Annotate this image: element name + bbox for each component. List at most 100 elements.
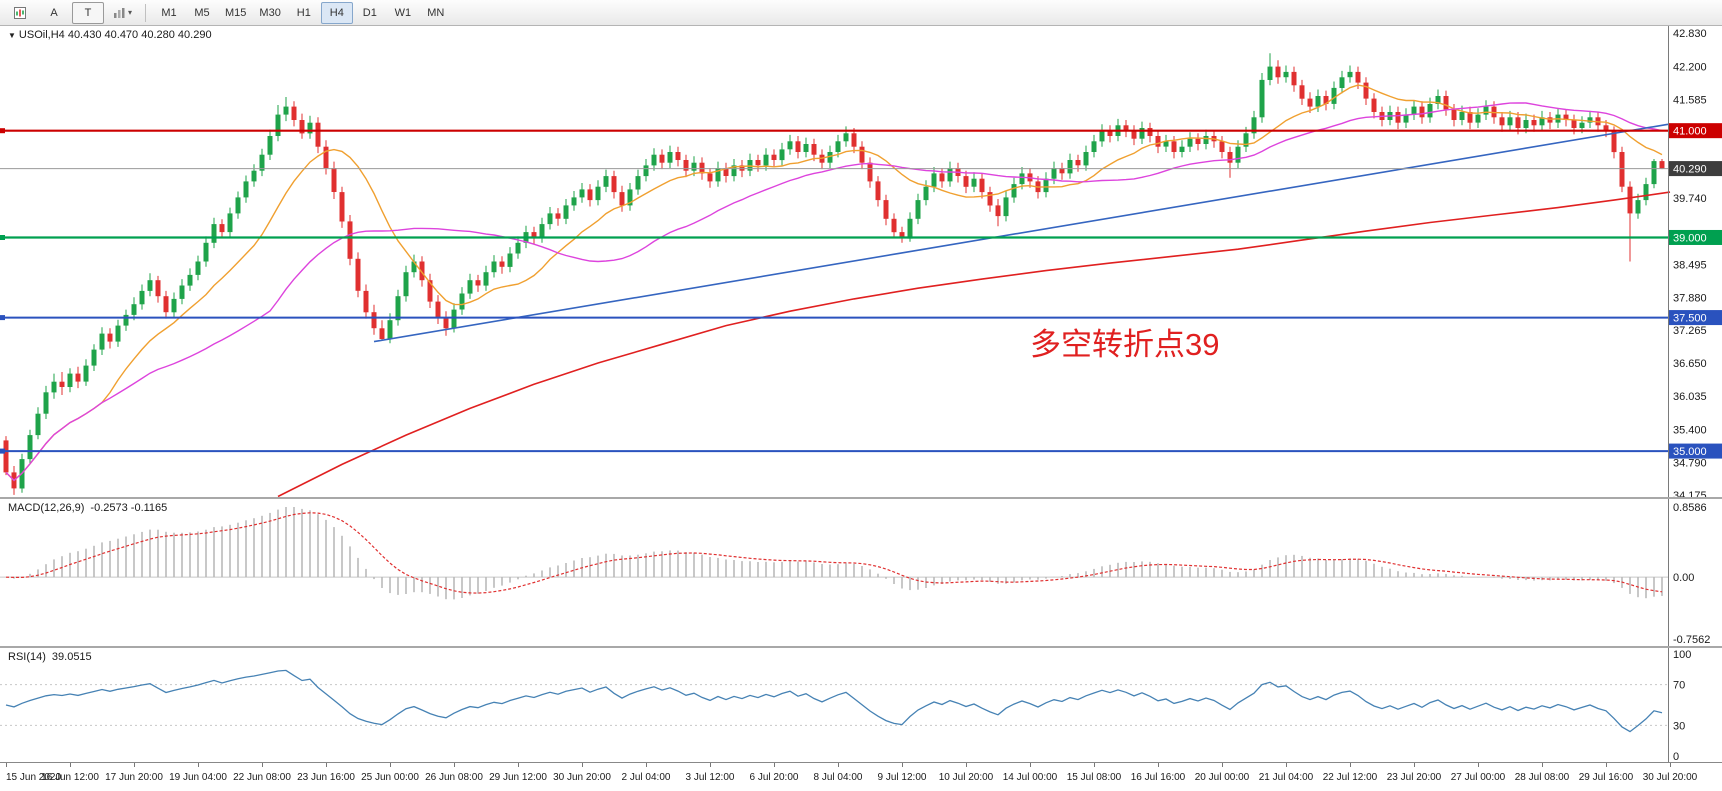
time-axis-tick [1670, 763, 1671, 767]
time-axis-tick [1222, 763, 1223, 767]
time-axis-label: 30 Jun 20:00 [553, 772, 611, 783]
hline-handle [0, 448, 5, 454]
hline-handle [0, 235, 5, 240]
time-axis-tick [198, 763, 199, 767]
timeframe-button-m5[interactable]: M5 [194, 6, 210, 19]
axis-price-badge [1669, 310, 1722, 326]
timeframe-button-m30[interactable]: M30 [259, 6, 281, 19]
axis-price-badge [1669, 161, 1722, 177]
time-axis-tick [838, 763, 839, 767]
time-axis-label: 16 Jun 12:00 [41, 772, 99, 783]
trendline [373, 123, 1669, 343]
macd-histogram [5, 507, 1663, 600]
timeframe-button-h1[interactable]: H1 [296, 6, 311, 19]
time-axis-tick [774, 763, 775, 767]
rsi-axis-label: 30 [1673, 720, 1685, 732]
rsi-canvas[interactable]: 100 70 30 0 [0, 648, 1722, 762]
fast-ma-line [5, 84, 1663, 482]
price-axis-label: 41.585 [1673, 94, 1707, 106]
macd-axis-label: 0.8586 [1673, 502, 1707, 514]
main-chart-canvas[interactable]: 多空转折点39 42.830 42.200 41.585 39.740 38.495 37.… [0, 26, 1722, 497]
macd-axis-label: 0.00 [1673, 572, 1694, 584]
chart-window-button[interactable] [4, 2, 36, 24]
time-axis-label: 3 Jul 12:00 [685, 772, 735, 783]
mid-ma-line [5, 102, 1663, 482]
timeframe-button-h4[interactable]: H4 [320, 1, 353, 24]
time-axis-label: 20 Jul 00:00 [1194, 772, 1250, 783]
time-axis-tick [1478, 763, 1479, 767]
svg-text:41.000: 41.000 [1673, 126, 1707, 138]
drawing-tools-button[interactable]: ▾ [106, 2, 138, 24]
annotation-text[interactable]: 多空转折点39 [1030, 327, 1219, 362]
price-axis-label: 38.495 [1673, 259, 1707, 271]
time-axis-label: 9 Jul 12:00 [877, 772, 927, 783]
macd-signal-line [5, 512, 1663, 594]
time-axis-tick [582, 763, 583, 767]
main-chart-panel: 多空转折点39 42.830 42.200 41.585 39.740 38.495 37.… [0, 26, 1722, 497]
time-axis[interactable]: 15 Jun 2020 16 Jun 12:00 17 Jun 20:00 19 Ju… [0, 762, 1722, 791]
time-axis-tick [70, 763, 71, 767]
rsi-line [5, 669, 1663, 733]
time-axis-label: 29 Jun 12:00 [489, 772, 547, 783]
time-axis-label: 15 Jun 2020 [6, 772, 62, 783]
time-axis-tick [1542, 763, 1543, 767]
time-axis-tick [646, 763, 647, 767]
toolbar-separator [145, 3, 147, 22]
panel-separator[interactable] [0, 646, 1722, 648]
time-axis-tick [710, 763, 711, 767]
price-axis-label: 42.830 [1673, 28, 1707, 40]
time-axis-label: 28 Jul 08:00 [1514, 772, 1570, 783]
time-axis-label: 23 Jul 20:00 [1386, 772, 1442, 783]
chart-window-icon [14, 6, 26, 19]
time-axis-tick [1350, 763, 1351, 767]
rsi-axis-label: 70 [1673, 680, 1685, 692]
time-axis-label: 10 Jul 20:00 [938, 772, 994, 783]
text-tool-t-button[interactable]: T [72, 1, 104, 24]
timeframe-button-m1[interactable]: M1 [161, 6, 177, 19]
time-axis-label: 19 Jun 04:00 [169, 772, 227, 783]
macd-axis-label: -0.7562 [1673, 634, 1710, 646]
price-axis-label: 42.200 [1673, 62, 1707, 74]
time-axis-label: 16 Jul 16:00 [1130, 772, 1186, 783]
time-axis-label: 21 Jul 04:00 [1258, 772, 1314, 783]
axis-price-badge [1669, 229, 1722, 245]
macd-panel: 0.8586 0.00 -0.7562 MACD(12,26,9) -0.2573 -… [0, 499, 1722, 646]
time-axis-tick [902, 763, 903, 767]
price-axis-label: 35.400 [1673, 425, 1707, 437]
time-axis-tick [326, 763, 327, 767]
svg-text:40.290: 40.290 [1673, 164, 1707, 176]
timeframe-button-mn[interactable]: MN [427, 6, 445, 19]
time-axis-tick [966, 763, 967, 767]
time-axis-label: 22 Jul 12:00 [1322, 772, 1378, 783]
timeframe-button-d1[interactable]: D1 [362, 6, 377, 19]
macd-canvas[interactable]: 0.8586 0.00 -0.7562 [0, 499, 1722, 646]
time-axis-tick [134, 763, 135, 767]
price-axis[interactable] [1668, 648, 1722, 762]
time-axis-tick [1030, 763, 1031, 767]
time-axis-tick [1414, 763, 1415, 767]
hline-handle [0, 315, 5, 321]
time-axis-tick [518, 763, 519, 767]
time-axis-label: 14 Jul 00:00 [1002, 772, 1058, 783]
time-axis-label: 6 Jul 20:00 [749, 772, 799, 783]
rsi-panel: 100 70 30 0 RSI(14) 39.0515 [0, 648, 1722, 762]
timeframe-button-w1[interactable]: W1 [394, 6, 412, 19]
timeframe-button-m15[interactable]: M15 [225, 6, 247, 19]
toolbar: A T ▾ M1 M5 M15 M30 H1 H4 D1 W1 MN [0, 0, 1722, 26]
price-axis-label: 36.035 [1673, 391, 1707, 403]
text-tool-a-button[interactable]: A [50, 6, 58, 19]
price-axis-label: 39.740 [1673, 193, 1707, 205]
time-axis-label: 2 Jul 04:00 [621, 772, 671, 783]
rsi-axis-label: 0 [1673, 751, 1679, 762]
price-axis-label: 37.880 [1673, 292, 1707, 304]
time-axis-label: 23 Jun 16:00 [297, 772, 355, 783]
slow-ma-line [277, 191, 1671, 497]
panel-separator[interactable] [0, 497, 1722, 499]
time-axis-tick [1606, 763, 1607, 767]
time-axis-tick [262, 763, 263, 767]
time-axis-label: 26 Jun 08:00 [425, 772, 483, 783]
time-axis-tick [390, 763, 391, 767]
time-axis-tick [1286, 763, 1287, 767]
time-axis-label: 27 Jul 00:00 [1450, 772, 1506, 783]
